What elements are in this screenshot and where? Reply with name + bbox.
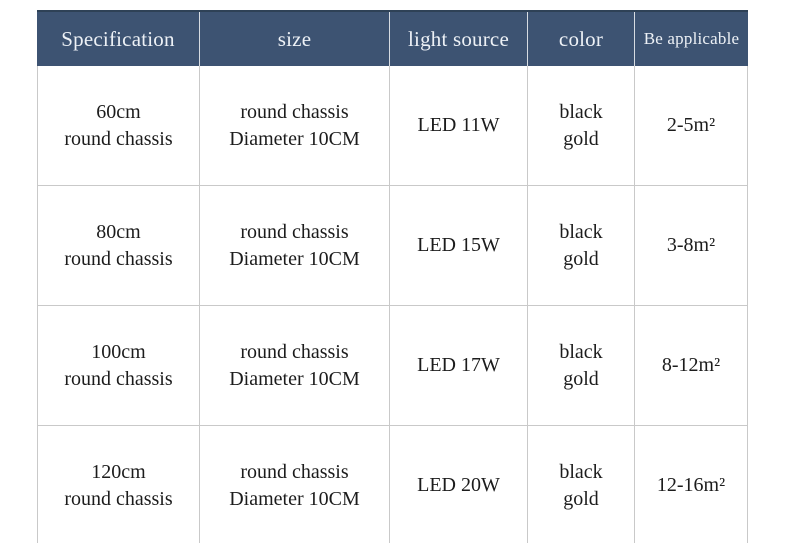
cell-color: black gold	[528, 426, 635, 543]
cell-be-applicable: 12-16m²	[635, 426, 748, 543]
header-cell-be-applicable: Be applicable	[643, 29, 740, 48]
cell-be-applicable: 2-5m²	[635, 66, 748, 186]
cell-color: black gold	[528, 186, 635, 306]
table-row: 100cm round chassis round chassis Diamet…	[37, 306, 748, 426]
cell-size: round chassis Diameter 10CM	[200, 426, 390, 543]
header-cell-light-source: light source	[390, 12, 528, 66]
cell-size: round chassis Diameter 10CM	[200, 66, 390, 186]
cell-light-source: LED 20W	[390, 426, 528, 543]
cell-be-applicable: 3-8m²	[635, 186, 748, 306]
header-cell-specification: Specification	[37, 12, 200, 66]
product-spec-table: Specification size light source color Be…	[37, 10, 748, 543]
cell-specification: 80cm round chassis	[37, 186, 200, 306]
cell-color: black gold	[528, 66, 635, 186]
table-row: 80cm round chassis round chassis Diamete…	[37, 186, 748, 306]
cell-size: round chassis Diameter 10CM	[200, 306, 390, 426]
cell-light-source: LED 17W	[390, 306, 528, 426]
header-cell-color: color	[528, 12, 635, 66]
cell-specification: 120cm round chassis	[37, 426, 200, 543]
table-header-row: Specification size light source color Be…	[37, 10, 748, 66]
cell-light-source: LED 11W	[390, 66, 528, 186]
cell-specification: 60cm round chassis	[37, 66, 200, 186]
header-cell-size: size	[200, 12, 390, 66]
cell-size: round chassis Diameter 10CM	[200, 186, 390, 306]
cell-be-applicable: 8-12m²	[635, 306, 748, 426]
table-row: 120cm round chassis round chassis Diamet…	[37, 426, 748, 543]
cell-light-source: LED 15W	[390, 186, 528, 306]
cell-color: black gold	[528, 306, 635, 426]
table-row: 60cm round chassis round chassis Diamete…	[37, 66, 748, 186]
cell-specification: 100cm round chassis	[37, 306, 200, 426]
